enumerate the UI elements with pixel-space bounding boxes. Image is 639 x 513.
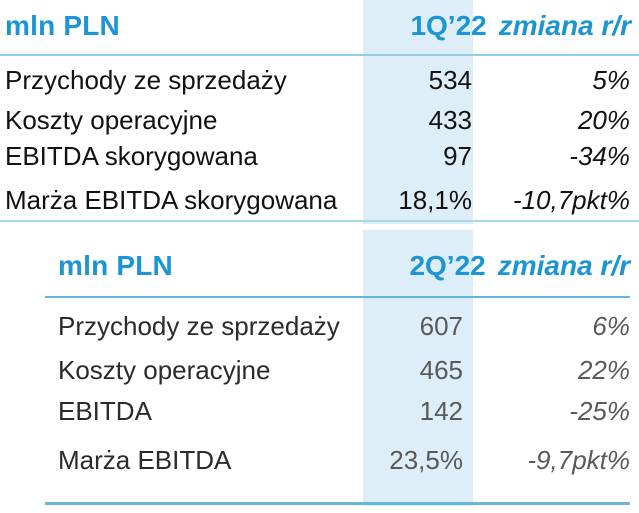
row-change: 20% <box>577 105 630 135</box>
row-label: Przychody ze sprzedaży <box>58 311 340 341</box>
row-value: 433 <box>428 105 472 135</box>
results-table-2q22: mln PLN 2Q’22 zmiana r/r Przychody ze sp… <box>45 230 630 506</box>
row-value: 23,5% <box>389 445 463 475</box>
period-header: 1Q’22 <box>410 10 487 41</box>
table-row: EBITDA 142 -25% <box>45 395 630 427</box>
period-column-highlight-band <box>363 0 473 224</box>
table-row: Marża EBITDA 23,5% -9,7pkt% <box>45 444 630 476</box>
row-label: Marża EBITDA <box>58 445 232 475</box>
table-bottom-line <box>0 220 639 222</box>
row-value: 465 <box>419 355 463 385</box>
row-value: 142 <box>419 396 463 426</box>
row-label: EBITDA <box>58 396 152 426</box>
table-header-row: mln PLN 2Q’22 zmiana r/r <box>45 244 630 288</box>
table-row: Marża EBITDA skorygowana 18,1% -10,7pkt% <box>0 184 639 216</box>
table-bottom-line <box>45 502 630 505</box>
row-change: 6% <box>592 311 630 341</box>
row-change: 22% <box>577 355 630 385</box>
period-column-highlight-band <box>363 230 473 506</box>
row-label: EBITDA skorygowana <box>5 141 258 171</box>
row-change: -34% <box>569 141 630 171</box>
header-separator-line <box>0 54 639 56</box>
table-row: Przychody ze sprzedaży 534 5% <box>0 64 639 96</box>
unit-header: mln PLN <box>58 250 173 281</box>
row-label: Przychody ze sprzedaży <box>5 65 287 95</box>
row-value: 607 <box>419 311 463 341</box>
table-row: EBITDA skorygowana 97 -34% <box>0 140 639 172</box>
unit-header: mln PLN <box>5 10 120 41</box>
table-row: Koszty operacyjne 465 22% <box>45 354 630 386</box>
row-label: Marża EBITDA skorygowana <box>5 185 338 215</box>
row-value: 534 <box>428 65 472 95</box>
header-separator-line <box>45 296 630 298</box>
row-change: -9,7pkt% <box>527 445 630 475</box>
results-table-1q22: mln PLN 1Q’22 zmiana r/r Przychody ze sp… <box>0 0 639 224</box>
row-label: Koszty operacyjne <box>58 355 271 385</box>
row-value: 18,1% <box>398 185 472 215</box>
change-header: zmiana r/r <box>497 250 630 281</box>
table-row: Koszty operacyjne 433 20% <box>0 104 639 136</box>
row-change: -10,7pkt% <box>512 185 630 215</box>
table-header-row: mln PLN 1Q’22 zmiana r/r <box>0 4 639 48</box>
change-header: zmiana r/r <box>498 10 631 41</box>
table-row: Przychody ze sprzedaży 607 6% <box>45 310 630 342</box>
row-change: -25% <box>569 396 630 426</box>
row-label: Koszty operacyjne <box>5 105 218 135</box>
row-value: 97 <box>443 141 472 171</box>
period-header: 2Q’22 <box>409 250 486 281</box>
row-change: 5% <box>592 65 630 95</box>
